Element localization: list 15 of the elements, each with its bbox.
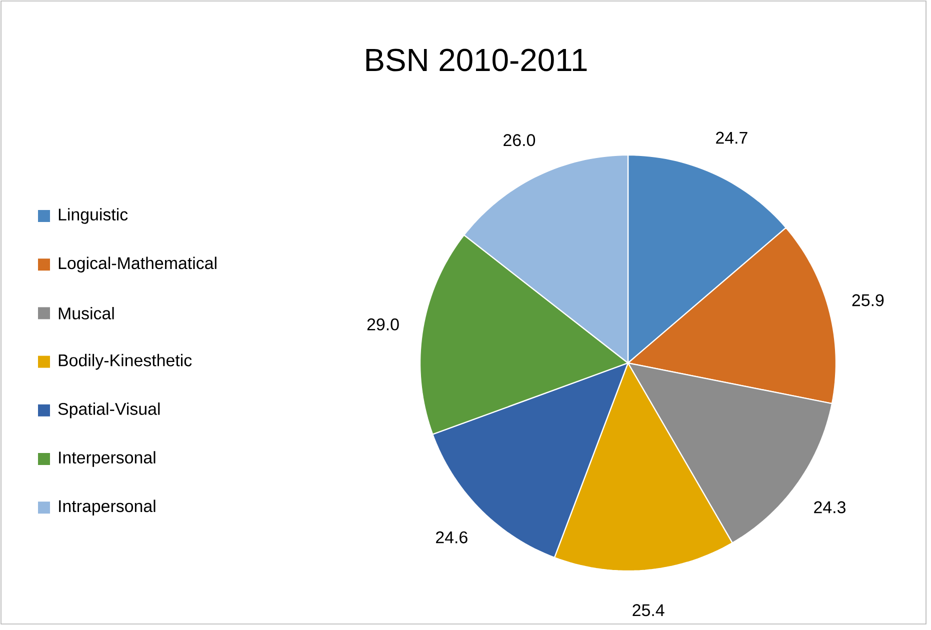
data-label: 24.3 [814, 501, 846, 514]
legend-label: Bodily-Kinesthetic [58, 354, 192, 370]
data-label: 26.0 [504, 134, 536, 146]
legend-label: Linguistic [58, 208, 128, 224]
legend-label: Spatial-Visual [58, 402, 160, 418]
legend-label: Intrapersonal [59, 500, 156, 516]
chart-title: BSN 2010-2011 [366, 48, 587, 72]
data-label: 25.9 [852, 294, 884, 306]
data-label: 24.6 [436, 531, 468, 544]
data-label: 25.4 [632, 604, 664, 616]
legend-label: Interpersonal [59, 451, 156, 467]
data-label: 24.7 [716, 132, 748, 144]
legend-label: Musical [58, 306, 114, 320]
data-label: 29.0 [367, 318, 399, 330]
legend-label: Logical-Mathematical [58, 256, 216, 272]
